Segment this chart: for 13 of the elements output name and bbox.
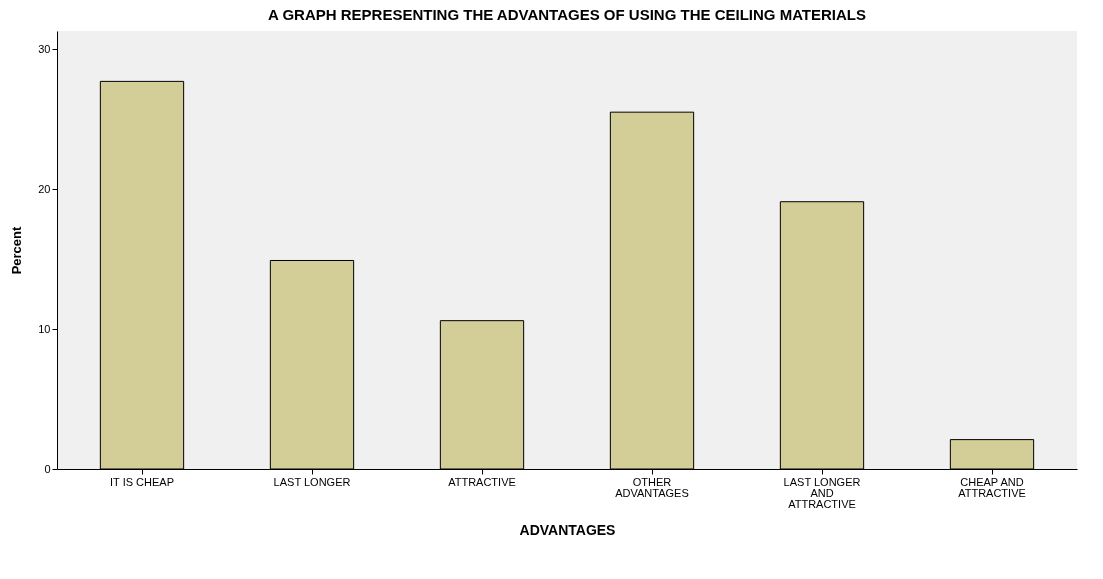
x-tick-label: CHEAP AND ATTRACTIVE (958, 475, 1026, 499)
chart-title: A GRAPH REPRESENTING THE ADVANTAGES OF USING THE CEILING MATERIALS (267, 6, 867, 23)
x-tick-label: LAST LONGER (273, 475, 351, 488)
y-tick-label: 10 (38, 322, 51, 335)
x-tick-label: ATTRACTIVE (448, 475, 516, 488)
y-tick-label: 20 (38, 182, 51, 195)
y-tick-label: 30 (38, 42, 51, 55)
y-tick-label: 0 (44, 462, 51, 475)
x-tick-label: IT IS CHEAP (110, 475, 174, 488)
x-tick-label: OTHER ADVANTAGES (615, 475, 689, 499)
y-axis-title: Percent (9, 225, 25, 275)
x-axis-title: ADVANTAGES (519, 521, 616, 538)
x-tick-label: LAST LONGER AND ATTRACTIVE (783, 475, 861, 510)
